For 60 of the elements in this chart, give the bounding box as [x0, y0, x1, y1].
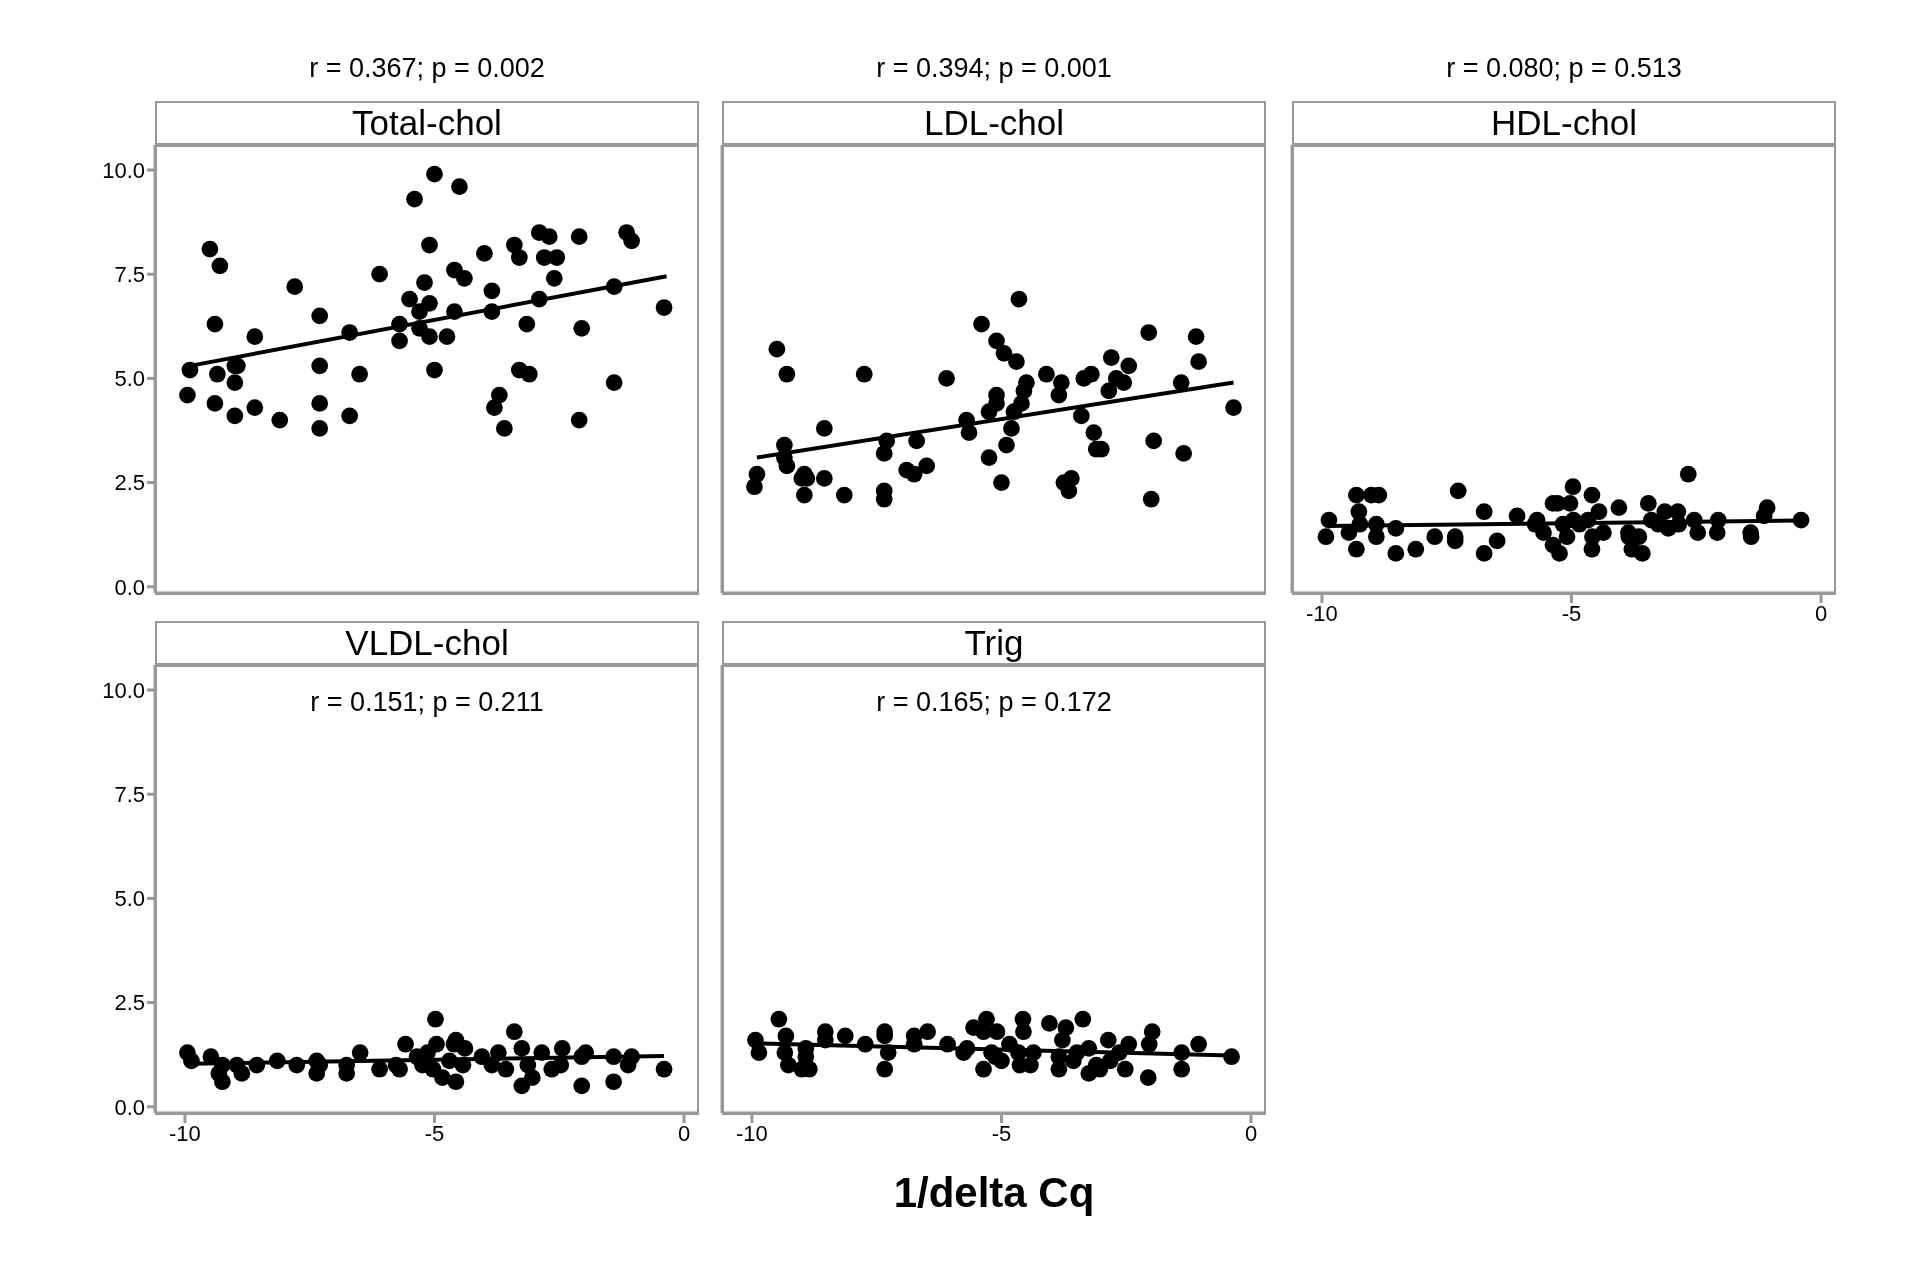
point [454, 1056, 472, 1074]
chart-title: VLDL-chol [155, 621, 699, 665]
annotation: r = 0.151; p = 0.211 [309, 687, 545, 718]
x-tick-label: 0 [677, 1120, 691, 1146]
chart-title: LDL-chol [722, 101, 1266, 145]
x-tick-label: -5 [1561, 600, 1582, 626]
y-tick-label: 10.0 [102, 157, 145, 183]
point [427, 1010, 444, 1028]
y-tick-label: 0.0 [114, 1094, 145, 1120]
point [214, 1073, 231, 1091]
point [513, 1040, 531, 1057]
y-tick-label: 2.5 [114, 470, 145, 496]
point [655, 1060, 673, 1078]
point [447, 1073, 465, 1091]
point [605, 1073, 623, 1091]
chart-subtitle: r = 0.080; p = 0.513 [1445, 53, 1683, 84]
x-tick-label: -5 [991, 1120, 1012, 1146]
point [351, 1044, 369, 1061]
point [183, 1052, 200, 1070]
x-tick-label: -10 [169, 1120, 201, 1146]
y-tick-label: 5.0 [114, 886, 145, 912]
y-tick-label: 7.5 [114, 782, 145, 807]
chart-subtitle: r = 0.394; p = 0.001 [875, 53, 1113, 84]
point [573, 1077, 591, 1095]
x-tick-label: -10 [736, 1120, 768, 1146]
annotation: r = 0.165; p = 0.172 [875, 687, 1113, 718]
x-tick-label: -5 [424, 1120, 445, 1146]
x-tick-label: 0 [1814, 600, 1828, 626]
point [268, 1052, 286, 1070]
point [553, 1040, 571, 1057]
point [523, 1069, 541, 1086]
point [505, 1023, 523, 1041]
x-tick-label: 0 [1244, 1120, 1258, 1146]
point [434, 1069, 451, 1086]
chart-title: Total-chol [155, 101, 699, 145]
chart-subtitle: r = 0.367; p = 0.002 [308, 53, 546, 84]
y-tick-label: 0.0 [114, 574, 145, 600]
point [391, 1060, 408, 1078]
point [490, 1044, 507, 1061]
point [288, 1056, 306, 1074]
chart-title: Trig [722, 621, 1266, 665]
y-tick-label: 2.5 [114, 990, 145, 1016]
x-tick-label: -10 [1306, 600, 1338, 626]
point [428, 1035, 445, 1053]
point [397, 1035, 414, 1053]
point [497, 1060, 515, 1078]
point [533, 1044, 551, 1061]
y-tick-label: 10.0 [102, 677, 145, 703]
point [577, 1044, 595, 1061]
point [233, 1065, 251, 1082]
chart-title: HDL-chol [1292, 101, 1836, 145]
point [456, 1040, 474, 1057]
point [248, 1056, 266, 1074]
point [371, 1060, 388, 1078]
x-axis-title: 1/delta Cq [892, 1169, 1096, 1217]
y-tick-label: 5.0 [114, 366, 145, 392]
point [605, 1048, 623, 1066]
point [623, 1048, 640, 1066]
y-tick-label: 7.5 [114, 262, 145, 287]
point [441, 1052, 458, 1070]
